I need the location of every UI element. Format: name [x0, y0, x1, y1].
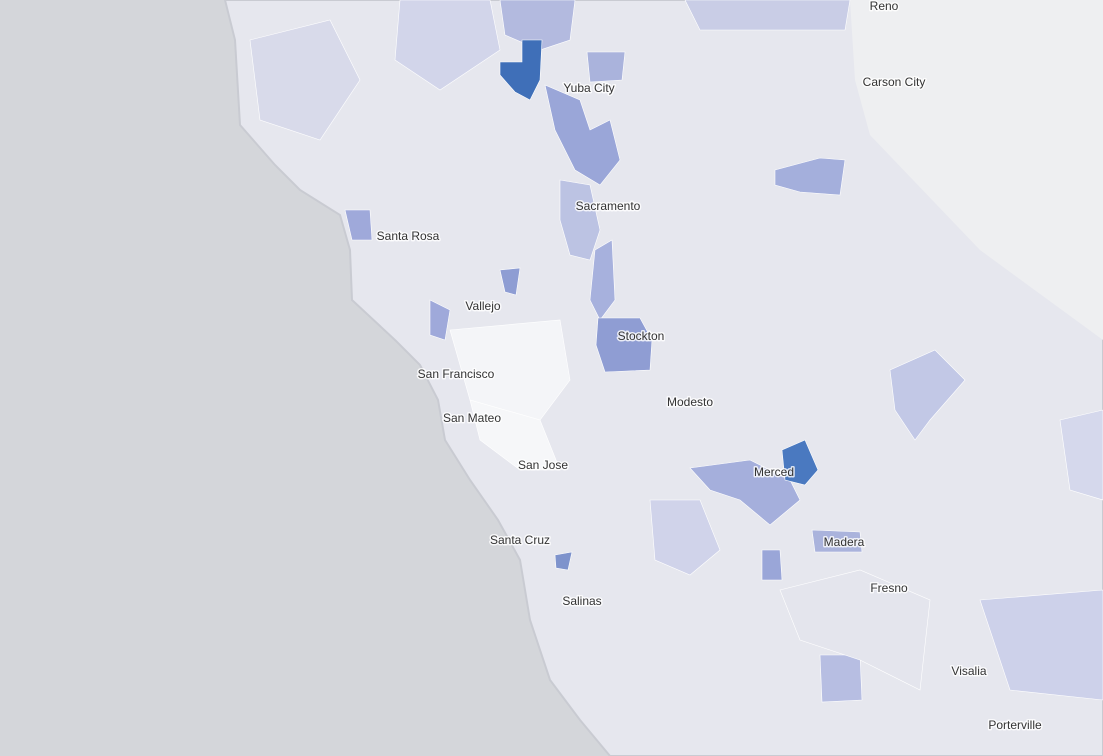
- regions: [249, 0, 1103, 703]
- city-labels: Reno Carson City Yuba City Sacramento Santa …: [375, 0, 1043, 734]
- city-label: San Mateo: [443, 411, 501, 425]
- city-label: Merced: [754, 465, 794, 479]
- city-label: Modesto: [667, 395, 713, 409]
- city-label: Reno: [870, 0, 899, 13]
- land: [223, 0, 1103, 756]
- city-label: Fresno: [870, 581, 908, 595]
- city-label: Porterville: [988, 718, 1042, 732]
- city-label: Santa Rosa: [377, 229, 440, 243]
- city-label: Stockton: [618, 329, 665, 343]
- city-label: Vallejo: [465, 299, 500, 313]
- city-label: Carson City: [863, 75, 926, 89]
- city-label: Santa Cruz: [490, 533, 550, 547]
- city-label: Salinas: [562, 594, 601, 608]
- nevada: [850, 0, 1103, 340]
- city-label: Yuba City: [563, 81, 614, 95]
- city-label: Sacramento: [576, 199, 641, 213]
- city-label: San Francisco: [418, 367, 495, 381]
- city-label: Visalia: [951, 664, 986, 678]
- city-label: Madera: [824, 535, 865, 549]
- city-label: San Jose: [518, 458, 568, 472]
